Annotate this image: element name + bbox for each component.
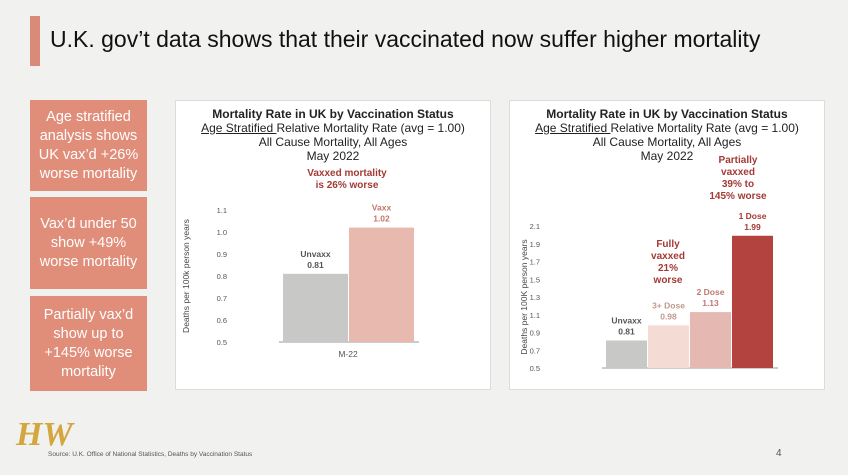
y-tick-label: 0.6 [217, 316, 227, 325]
bar-value-label: 0.98 [660, 311, 677, 321]
y-tick-label: 1.3 [530, 293, 540, 302]
bar-category-label: Vaxx [372, 203, 392, 213]
bar-category-label: 2 Dose [697, 287, 725, 297]
chart2-subtitle-rest: Relative Mortality Rate (avg = 1.00) All… [592, 121, 799, 149]
source-footer: Source: U.K. Office of National Statisti… [48, 451, 253, 458]
y-tick-label: 1.0 [217, 228, 227, 237]
chart1-svg: 0.5 0.6 0.7 0.8 0.9 1.0 1.1 Deaths per 100k per… [181, 168, 419, 359]
chart2-subtitle: Age Stratified Relative Mortality Rate (… [510, 121, 824, 149]
chart1-subtitle-underlined: Age Stratified [201, 121, 277, 135]
bar-1-dose [732, 235, 773, 368]
y-tick-label: 2.1 [530, 222, 540, 231]
bar-category-label: 1 Dose [739, 211, 767, 221]
y-tick-label: 1.7 [530, 258, 540, 267]
chart1-title-block: Mortality Rate in UK by Vaccination Stat… [176, 107, 490, 163]
y-tick-label: 1.1 [217, 206, 227, 215]
y-tick-label: 0.9 [217, 250, 227, 259]
bar-vaxx [349, 227, 414, 342]
chart-panel-1: Mortality Rate in UK by Vaccination Stat… [175, 100, 491, 390]
y-tick-label: 1.9 [530, 240, 540, 249]
chart2-annotation-partial: Partially vaxxed 39% to 145% worse [709, 155, 767, 202]
left-box-partially-vaxd: Partially vax’d show up to +145% worse m… [30, 296, 147, 391]
y-axis-label: Deaths per 100k person years [181, 219, 191, 333]
chart2-subtitle-underlined: Age Stratified [535, 121, 611, 135]
page-number: 4 [776, 448, 782, 459]
y-tick-label: 0.7 [530, 346, 540, 355]
bar-unvaxx [606, 340, 647, 368]
chart1-subtitle-rest: Relative Mortality Rate (avg = 1.00) All… [258, 121, 465, 149]
y-tick-label: 0.7 [217, 294, 227, 303]
y-tick-label: 0.5 [217, 338, 227, 347]
y-tick-label: 0.8 [217, 272, 227, 281]
slide-title: U.K. gov’t data shows that their vaccina… [50, 26, 761, 52]
bar-3-dose [648, 325, 689, 368]
hw-logo: HW [15, 416, 75, 451]
y-tick-label: 0.9 [530, 329, 540, 338]
bar-value-label: 1.99 [744, 222, 761, 232]
bar-2-dose [690, 312, 731, 368]
y-axis-label: Deaths per 100K person years [519, 239, 529, 354]
hw-logo-text: HW [15, 416, 75, 451]
x-tick-label: M-22 [338, 349, 358, 359]
bar-value-label: 1.02 [373, 214, 390, 224]
y-tick-label: 1.5 [530, 275, 540, 284]
chart1-subtitle: Age Stratified Relative Mortality Rate (… [176, 121, 490, 149]
bar-value-label: 0.81 [307, 260, 324, 270]
chart-panel-2: Mortality Rate in UK by Vaccination Stat… [509, 100, 825, 390]
bar-value-label: 1.13 [702, 298, 719, 308]
bar-category-label: Unvaxx [300, 249, 331, 259]
left-box-under-50: Vax’d under 50 show +49% worse mortality [30, 197, 147, 289]
y-tick-label: 0.5 [530, 364, 540, 373]
title-accent-bar [30, 16, 40, 66]
chart2-date: May 2022 [640, 149, 694, 163]
chart1-date: May 2022 [306, 149, 360, 163]
chart1-title: Mortality Rate in UK by Vaccination Stat… [212, 107, 454, 121]
chart2-title-block: Mortality Rate in UK by Vaccination Stat… [510, 107, 824, 163]
chart2-title: Mortality Rate in UK by Vaccination Stat… [546, 107, 788, 121]
bar-category-label: 3+ Dose [652, 300, 685, 310]
bar-unvaxx [283, 273, 348, 342]
bar-value-label: 0.81 [618, 326, 635, 336]
y-tick-label: 1.1 [530, 311, 540, 320]
bar-category-label: Unvaxx [611, 315, 642, 325]
left-box-age-stratified: Age stratified analysis shows UK vax’d +… [30, 100, 147, 191]
chart1-annotation: Vaxxed mortality is 26% worse [307, 168, 387, 191]
chart2-annotation-full: Fully vaxxed 21% worse [651, 239, 685, 286]
